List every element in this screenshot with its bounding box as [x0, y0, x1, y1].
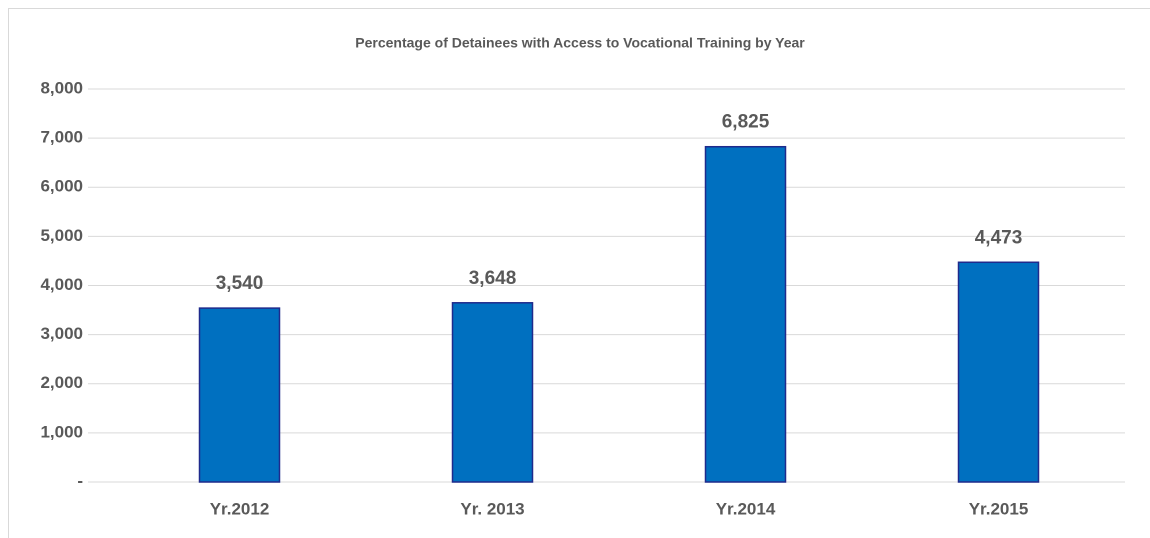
x-tick-label: Yr.2012 — [210, 499, 270, 518]
bar — [704, 145, 787, 483]
y-tick-label: 6,000 — [40, 177, 83, 196]
chart-title: Percentage of Detainees with Access to V… — [355, 35, 805, 51]
bar — [451, 302, 534, 483]
data-label: 3,540 — [216, 273, 264, 294]
y-tick-label: - — [77, 471, 83, 490]
y-tick-label: 4,000 — [40, 275, 83, 294]
data-label: 3,648 — [469, 268, 517, 289]
y-tick-label: 1,000 — [40, 422, 83, 441]
bar — [957, 261, 1040, 483]
y-tick-label: 7,000 — [40, 128, 83, 147]
y-tick-label: 5,000 — [40, 226, 83, 245]
x-tick-label: Yr. 2013 — [460, 499, 524, 518]
y-tick-label: 2,000 — [40, 373, 83, 392]
y-tick-label: 8,000 — [40, 78, 83, 97]
data-label: 6,825 — [722, 112, 770, 133]
x-tick-label: Yr.2014 — [716, 499, 776, 518]
bar — [198, 307, 281, 483]
y-tick-label: 3,000 — [40, 324, 83, 343]
x-tick-label: Yr.2015 — [969, 499, 1029, 518]
data-label: 4,473 — [975, 227, 1023, 248]
